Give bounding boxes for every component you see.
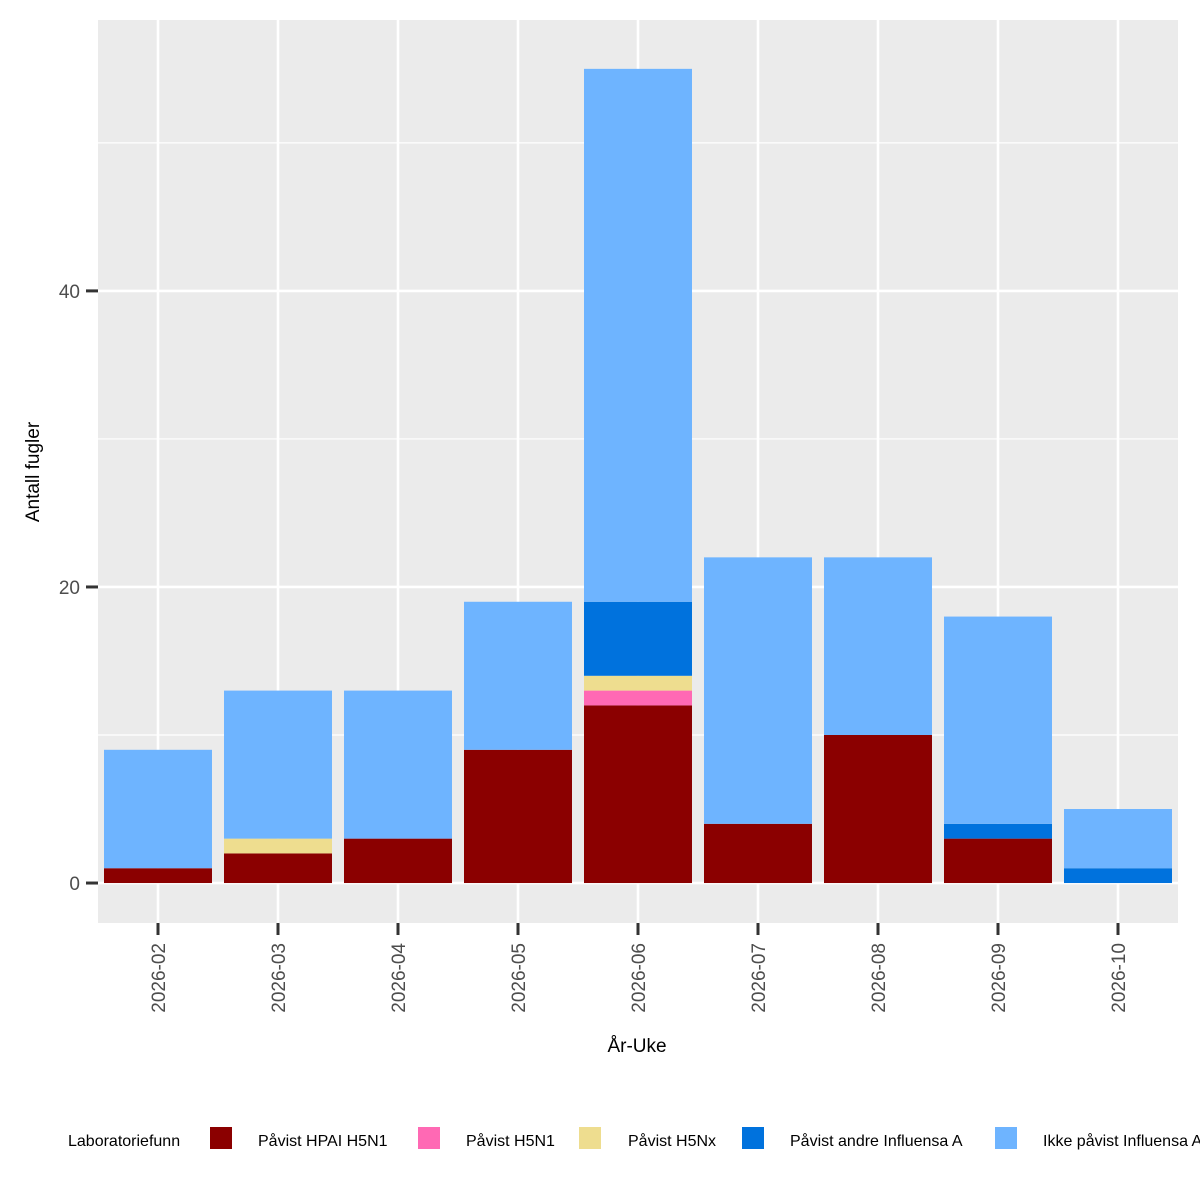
bar-segment <box>224 853 332 884</box>
legend-label: Påvist H5Nx <box>628 1132 716 1150</box>
bar-segment <box>1064 868 1172 884</box>
legend-label: Påvist andre Influensa A <box>790 1132 963 1150</box>
x-axis: 2026-02 2026-03 2026-04 2026-05 2026-06 2026-… <box>149 923 1130 1013</box>
legend-title: Laboratoriefunn <box>68 1133 180 1150</box>
bar-segment <box>584 601 692 676</box>
x-tick-label: 2026-02 <box>149 943 170 1013</box>
x-tick-label: 2026-10 <box>1109 943 1130 1013</box>
y-axis: 0 20 40 <box>59 282 98 895</box>
x-tick-label: 2026-03 <box>269 943 290 1013</box>
bar-segment <box>104 868 212 884</box>
x-tick-label: 2026-07 <box>749 943 770 1013</box>
x-tick-label: 2026-09 <box>989 943 1010 1013</box>
x-axis-title: År-Uke <box>607 1036 666 1057</box>
bars <box>104 68 1172 884</box>
legend-key <box>416 1125 442 1151</box>
legend-key <box>993 1125 1019 1151</box>
bar-segment <box>824 734 932 884</box>
bar-segment <box>704 557 812 824</box>
x-tick-label: 2026-06 <box>629 943 650 1013</box>
legend-key <box>577 1125 603 1151</box>
legend-label: Påvist HPAI H5N1 <box>258 1132 388 1150</box>
y-axis-title: Antall fugler <box>23 421 44 522</box>
legend: Laboratoriefunn Påvist HPAI H5N1 Påvist H… <box>68 1125 1200 1151</box>
bar-segment <box>704 823 812 884</box>
x-tick-label: 2026-04 <box>389 943 410 1013</box>
bar-segment <box>584 690 692 706</box>
y-tick-label: 40 <box>59 282 80 303</box>
bar-segment <box>344 838 452 884</box>
bar-segment <box>944 616 1052 824</box>
bar-segment <box>104 749 212 869</box>
legend-label: Påvist H5N1 <box>466 1132 555 1150</box>
x-tick-label: 2026-05 <box>509 943 530 1013</box>
bar-segment <box>824 557 932 735</box>
legend-key <box>740 1125 766 1151</box>
bar-segment <box>584 68 692 602</box>
bar-segment <box>344 690 452 839</box>
bar-segment <box>224 690 332 839</box>
legend-key <box>208 1125 234 1151</box>
bar-segment <box>464 749 572 884</box>
legend-label: Ikke påvist Influensa A <box>1043 1132 1200 1150</box>
y-tick-label: 20 <box>59 578 80 599</box>
x-tick-label: 2026-08 <box>869 943 890 1013</box>
bar-segment <box>584 675 692 691</box>
bar-segment <box>464 601 572 750</box>
y-tick-label: 0 <box>69 874 80 895</box>
bar-segment <box>1064 809 1172 869</box>
bar-segment <box>944 838 1052 884</box>
bar-segment <box>584 705 692 884</box>
bar-segment <box>944 823 1052 839</box>
bar-segment <box>224 838 332 854</box>
